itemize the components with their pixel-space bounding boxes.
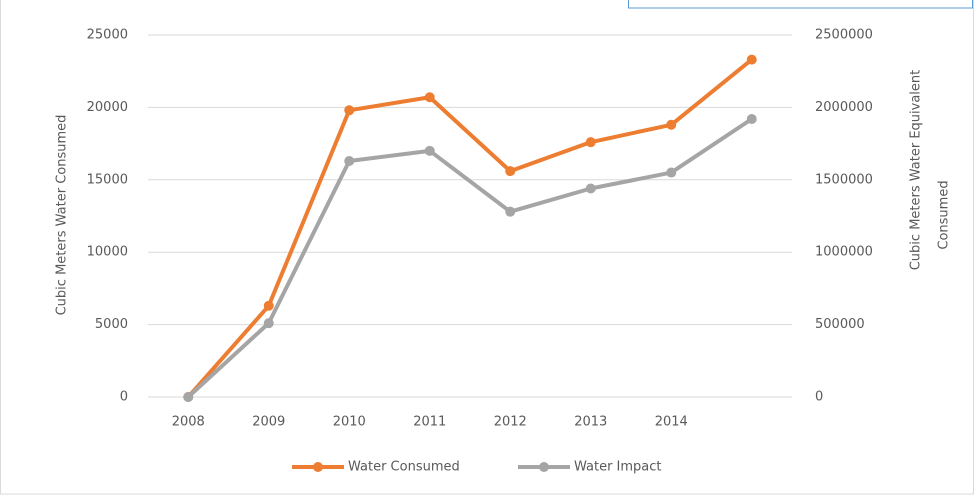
point (505, 206, 516, 217)
x-tick-label: 2010 (333, 415, 366, 430)
legend-marker (313, 462, 323, 472)
x-tick-label: 2014 (655, 415, 688, 430)
point (746, 54, 757, 65)
point (263, 318, 274, 329)
y-tick-label: 20000 (87, 100, 128, 115)
x-tick-label: 2009 (252, 415, 285, 430)
series-line (186, 117, 753, 399)
y2-axis-title: Cubic Meters Water Equivalent (909, 70, 924, 271)
point (585, 183, 596, 194)
y-tick-label: 5000 (95, 317, 128, 332)
point (424, 92, 435, 103)
point (585, 137, 596, 148)
y2-tick-label: 2500000 (815, 28, 873, 43)
y2-tick-label: 2000000 (815, 100, 873, 115)
point (424, 145, 435, 156)
y2-axis-title: Consumed (937, 180, 952, 249)
y-tick-label: 0 (120, 390, 128, 405)
y2-tick-label: 0 (815, 390, 823, 405)
legend-label: Water Consumed (348, 460, 460, 475)
point (505, 166, 516, 177)
point (183, 392, 194, 402)
point (746, 113, 757, 124)
point (263, 300, 274, 311)
y2-tick-label: 1500000 (815, 172, 873, 187)
y2-tick-label: 500000 (815, 317, 865, 332)
point (666, 119, 677, 130)
y-tick-label: 10000 (87, 245, 128, 260)
point (666, 167, 677, 178)
y-tick-label: 25000 (87, 28, 128, 43)
point (344, 155, 355, 166)
point (344, 105, 355, 116)
y-axis-title: Cubic Meters Water Consumed (55, 115, 70, 316)
x-tick-label: 2008 (172, 415, 205, 430)
x-tick-label: 2012 (494, 415, 527, 430)
y2-tick-label: 1000000 (815, 245, 873, 260)
selection-box (628, 0, 973, 9)
x-tick-label: 2011 (413, 415, 446, 430)
series-line (186, 58, 754, 399)
legend-label: Water Impact (574, 460, 662, 475)
y-tick-label: 15000 (87, 172, 128, 187)
legend-marker (539, 462, 549, 472)
x-tick-label: 2013 (574, 415, 607, 430)
